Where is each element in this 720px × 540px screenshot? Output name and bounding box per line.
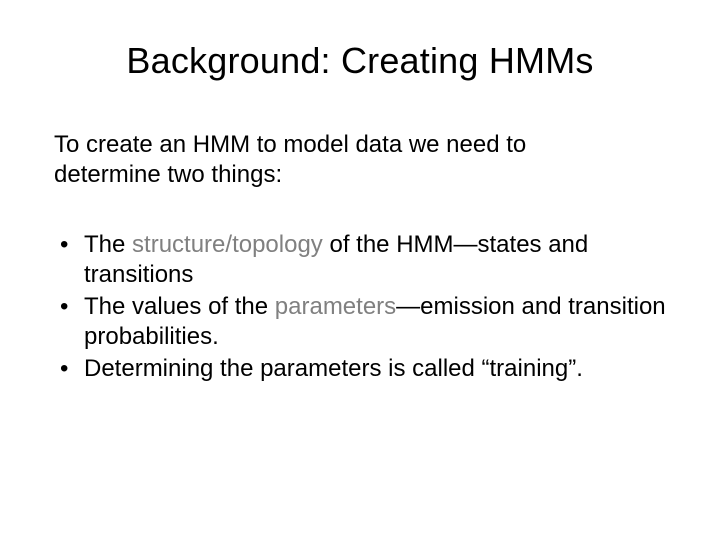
bullet1-highlight: structure/topology [132,231,323,258]
intro-paragraph: To create an HMM to model data we need t… [48,130,672,190]
slide: Background: Creating HMMs To create an H… [0,0,720,540]
bullet2-pre: The values of the [84,293,275,320]
bullet2-highlight: parameters [275,293,396,320]
bullet-item-1: The structure/topology of the HMM—states… [56,230,672,290]
bullet3-text: Determining the parameters is called “tr… [84,355,583,382]
bullet1-pre: The [84,231,132,258]
intro-line-1: To create an HMM to model data we need t… [54,131,526,158]
bullet-item-2: The values of the parameters—emission an… [56,292,672,352]
bullet-list: The structure/topology of the HMM—states… [48,230,672,384]
slide-title: Background: Creating HMMs [48,40,672,82]
bullet-item-3: Determining the parameters is called “tr… [56,354,672,384]
intro-line-2: determine two things: [54,161,282,188]
